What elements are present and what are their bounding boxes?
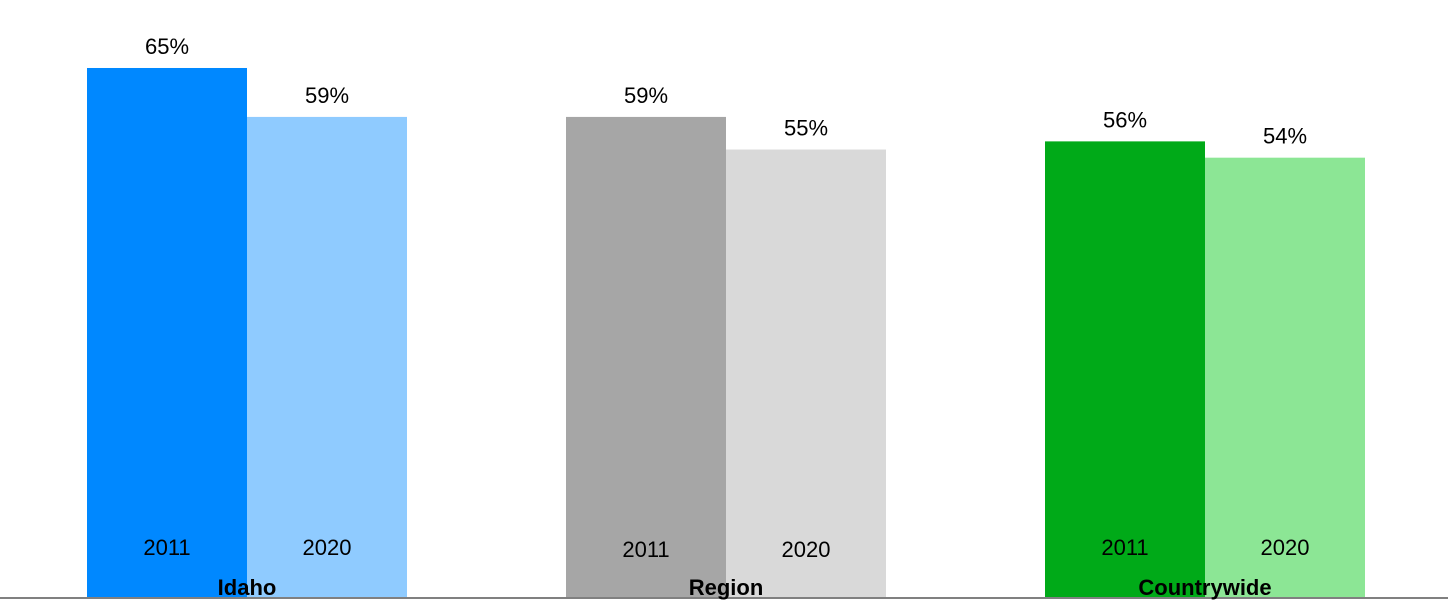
group-label-countrywide: Countrywide [1138,575,1271,600]
bar-region-2011 [566,116,726,598]
value-label-region-2011: 59% [624,83,668,108]
value-label-region-2020: 55% [784,116,828,141]
bar-countrywide-2011 [1045,141,1205,598]
bar-idaho-2011 [87,67,247,599]
year-label-region-2020: 2020 [782,537,831,562]
bar-region-2020 [726,149,886,598]
year-label-idaho-2011: 2011 [143,535,190,560]
bar-countrywide-2020 [1205,157,1365,598]
bar-idaho-2020 [247,116,407,598]
value-label-idaho-2011: 65% [145,34,189,59]
bars-layer [87,67,1365,599]
year-label-idaho-2020: 2020 [303,535,352,560]
year-label-region-2011: 2011 [622,537,669,562]
year-label-countrywide-2020: 2020 [1261,535,1310,560]
labels-layer: 65% 2011 59% 2020 Idaho 59% 2011 55% 2020 Region 5… [143,34,1309,600]
group-label-idaho: Idaho [218,575,277,600]
value-label-idaho-2020: 59% [305,83,349,108]
group-label-region: Region [689,575,764,600]
value-label-countrywide-2011: 56% [1103,107,1147,132]
value-label-countrywide-2020: 54% [1263,124,1307,149]
year-label-countrywide-2011: 2011 [1101,535,1148,560]
